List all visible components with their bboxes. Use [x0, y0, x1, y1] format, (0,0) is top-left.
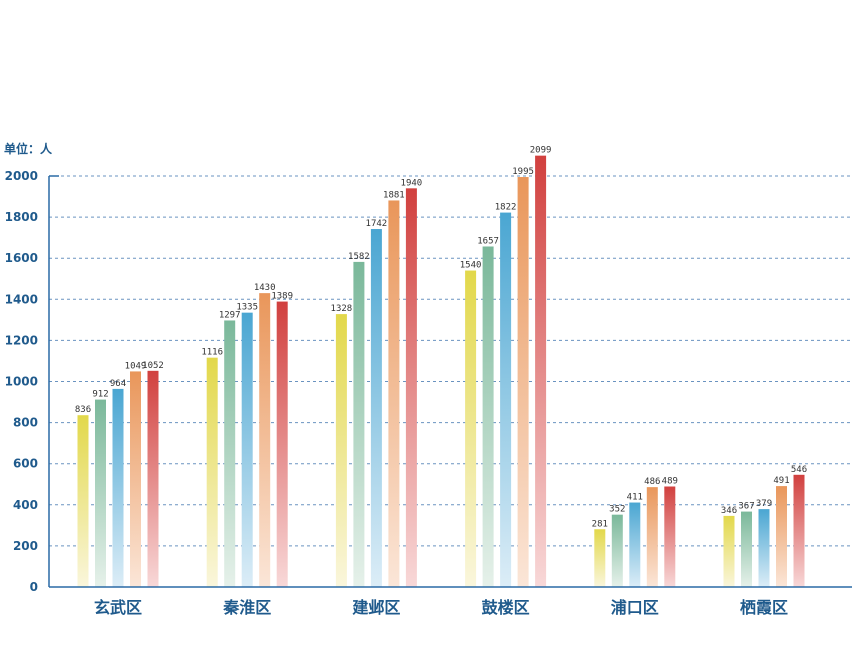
bar-value-label: 1822 — [495, 203, 517, 213]
bar — [611, 514, 623, 587]
bar — [370, 229, 382, 588]
y-tick-label: 200 — [13, 539, 38, 553]
bar — [147, 370, 159, 587]
bar-value-label: 281 — [592, 519, 608, 529]
bar-value-label: 1881 — [383, 190, 405, 200]
bar-value-label: 546 — [791, 465, 807, 475]
y-tick-label: 1400 — [5, 292, 38, 306]
y-tick-label: 2000 — [5, 169, 38, 183]
bar-value-label: 352 — [609, 505, 625, 515]
bar-value-label: 1430 — [254, 283, 276, 293]
bar — [723, 515, 735, 587]
bar — [664, 486, 676, 587]
y-axis-ticks: 0 200 400 600 800 1000 1200 1400 1600 1800 2000 — [5, 169, 38, 594]
category-label: 秦淮区 — [222, 598, 271, 617]
y-tick-label: 1800 — [5, 210, 38, 224]
bar — [793, 474, 805, 587]
category-label: 鼓楼区 — [482, 598, 530, 617]
bar — [259, 293, 271, 587]
bar-value-label: 2099 — [530, 146, 552, 156]
bar-value-label: 1582 — [348, 252, 370, 262]
category-labels: 玄武区 秦淮区 建邺区 鼓楼区 浦口区 栖霞区 — [94, 598, 788, 617]
bar — [629, 502, 641, 587]
bar — [482, 246, 494, 587]
bar-value-label: 1742 — [366, 219, 388, 229]
y-tick-label: 1600 — [5, 251, 38, 265]
bar — [224, 320, 236, 587]
bar-value-label: 1328 — [331, 304, 353, 314]
bar — [776, 486, 787, 587]
bar — [405, 188, 417, 587]
y-tick-label: 1200 — [5, 333, 38, 347]
bar-value-label: 367 — [738, 502, 754, 512]
bar — [241, 312, 253, 587]
bar-value-label: 1116 — [201, 348, 223, 358]
bar — [646, 487, 658, 587]
bar-value-label: 1995 — [512, 167, 534, 177]
bar-value-label: 1335 — [236, 303, 258, 313]
unit-label: 单位：人 — [4, 141, 53, 156]
bar-value-label: 1940 — [401, 178, 423, 188]
y-tick-label: 0 — [30, 580, 38, 594]
bar-value-label: 489 — [662, 477, 678, 487]
bar — [594, 529, 606, 587]
y-tick-label: 800 — [13, 416, 38, 430]
bar — [758, 509, 770, 587]
bar — [353, 261, 365, 587]
category-label: 玄武区 — [94, 598, 142, 617]
bar-value-label: 1540 — [460, 261, 482, 271]
bar — [206, 357, 218, 587]
y-tick-label: 600 — [13, 457, 38, 471]
bar-value-label: 964 — [110, 379, 126, 389]
bar-value-label: 1657 — [477, 236, 499, 246]
bar-value-label: 1049 — [125, 361, 147, 371]
bar — [741, 511, 752, 587]
bar-value-label: 1052 — [142, 361, 164, 371]
category-label: 浦口区 — [611, 598, 659, 617]
bar — [77, 415, 89, 587]
y-tick-label: 1000 — [5, 375, 38, 389]
bar-value-label: 1297 — [219, 310, 241, 320]
bar-value-label: 411 — [627, 493, 643, 503]
bar — [95, 399, 106, 587]
bar — [112, 388, 124, 587]
bar — [335, 314, 347, 587]
bar — [535, 155, 547, 587]
bar — [276, 301, 288, 587]
bar-value-label: 486 — [644, 477, 660, 487]
bar — [500, 212, 512, 588]
grid-lines — [49, 175, 852, 547]
bar — [465, 270, 477, 587]
bar-value-label: 379 — [756, 499, 772, 509]
bar-value-label: 912 — [92, 390, 108, 400]
category-label: 建邺区 — [352, 598, 400, 617]
category-label: 栖霞区 — [740, 598, 788, 617]
bar — [130, 371, 141, 587]
bar-value-label: 346 — [721, 506, 737, 516]
bars — [77, 155, 805, 588]
bar — [388, 200, 400, 587]
y-tick-label: 400 — [13, 498, 38, 512]
bar-value-label: 1389 — [271, 292, 293, 302]
bar-value-label: 491 — [773, 476, 789, 486]
bar — [517, 177, 529, 587]
bar-value-label: 836 — [75, 405, 91, 415]
